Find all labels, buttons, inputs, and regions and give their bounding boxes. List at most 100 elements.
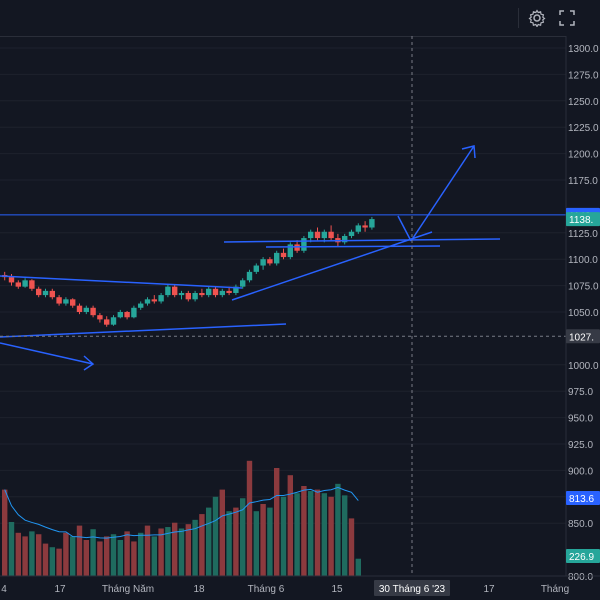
candle-body (178, 292, 185, 296)
volume-bar (226, 511, 232, 576)
volume-bar (104, 536, 110, 576)
candle (355, 223, 361, 234)
volume-bar (219, 489, 225, 576)
candle-body (124, 312, 130, 318)
candle (369, 216, 375, 230)
candle-body (97, 315, 103, 320)
candle (274, 250, 280, 266)
trend-drawings[interactable] (0, 145, 501, 371)
candle-body (192, 292, 198, 300)
candle-body (42, 290, 49, 296)
volume-bar (212, 496, 219, 576)
trendline-left-lower[interactable] (0, 323, 287, 338)
volume-bar (117, 540, 123, 576)
price-badge-label: 226.9 (569, 552, 594, 563)
gear-icon[interactable] (525, 6, 549, 30)
candle (144, 297, 151, 306)
volume-bar (165, 527, 171, 576)
candle (63, 297, 69, 306)
candle (253, 263, 259, 274)
price-tick-label: 1225.0 (568, 123, 599, 134)
candle-body (287, 244, 293, 258)
time-tick-label: 18 (193, 584, 205, 595)
arrow-up-head[interactable] (461, 145, 476, 159)
candle-body (83, 307, 89, 312)
price-tick-label: 850.0 (568, 519, 593, 530)
volume-bar (199, 514, 205, 576)
price-badge: 1027. (566, 329, 600, 344)
volume-bar (8, 522, 15, 576)
candle-body (246, 271, 253, 281)
volume-bar (63, 532, 69, 576)
candle (308, 229, 314, 243)
time-axis[interactable]: 4 17 Tháng Năm 18 Tháng 6 15 30 Tháng 6 '23 17 T… (0, 575, 600, 596)
candle-body (308, 231, 314, 239)
candle (124, 310, 130, 320)
resistance-line-long[interactable] (223, 238, 501, 243)
time-tick-label: 4 (1, 584, 7, 595)
volume-bar (144, 525, 151, 576)
candlestick-chart[interactable]: 1300.0 1275.0 1250.0 1225.0 1200.0 1175.0 1125… (0, 36, 600, 600)
price-tick-label: 950.0 (568, 414, 593, 425)
candle-body (294, 244, 300, 251)
candle-body (219, 290, 225, 296)
volume-bar (274, 468, 280, 576)
trendline-left-upper[interactable] (0, 275, 243, 289)
candle (117, 309, 123, 319)
candle-body (144, 299, 151, 304)
price-axis[interactable]: 1300.0 1275.0 1250.0 1225.0 1200.0 1175.0 1125… (565, 36, 600, 600)
candle (97, 313, 103, 323)
arrow-down-head[interactable] (83, 355, 95, 371)
price-tick-label: 1100.0 (568, 255, 598, 266)
reference-lines (0, 36, 566, 576)
candle-body (362, 225, 368, 228)
volume-bar (29, 531, 35, 576)
volume-bar (287, 475, 293, 576)
arrow-up-shaft[interactable] (410, 145, 475, 242)
candle (233, 284, 239, 296)
volume-bar (36, 534, 42, 576)
candle-body (104, 319, 110, 325)
candle (267, 257, 273, 266)
price-tick-label: 1200.0 (568, 150, 599, 161)
candle (36, 286, 42, 298)
candle-body (212, 288, 219, 296)
volume-bar (70, 536, 76, 576)
candle-body (267, 259, 273, 264)
candle (280, 248, 287, 260)
price-tick-label: 1175.0 (568, 176, 598, 187)
price-tick-label: 900.0 (568, 466, 593, 477)
volume-bar (328, 496, 334, 576)
resistance-line-mid[interactable] (265, 245, 441, 248)
candle-body (165, 286, 171, 296)
candle-body (151, 299, 157, 302)
volume-bar (49, 547, 55, 576)
crosshair-date-badge-bg (374, 580, 450, 596)
candle-body (233, 286, 239, 293)
candle (172, 284, 178, 298)
volume-bar (246, 460, 253, 576)
candle-body (185, 292, 191, 300)
price-tick-label: 1050.0 (568, 308, 599, 319)
candle-body (90, 307, 96, 316)
trendline-rising[interactable] (231, 231, 433, 301)
volume-bars (2, 460, 361, 576)
price-badge-label: 813.6 (569, 494, 594, 505)
price-tick-label: 1250.0 (568, 97, 599, 108)
candle (56, 295, 62, 306)
arrow-down-shaft[interactable] (0, 342, 94, 365)
volume-bar (294, 493, 300, 576)
volume-bar (15, 532, 21, 576)
price-badge-label: 1027. (569, 332, 594, 343)
arrow-dip-shaft[interactable] (397, 215, 412, 242)
candle-body (36, 288, 42, 296)
price-tick-label: 1125.0 (568, 229, 598, 240)
candle-body (63, 299, 69, 304)
volume-bar (342, 495, 348, 576)
volume-bar (314, 489, 321, 576)
candle-body (328, 231, 334, 239)
fullscreen-icon[interactable] (555, 6, 579, 30)
volume-bar (185, 524, 191, 576)
volume-bar (178, 528, 185, 576)
candle-body (253, 265, 259, 272)
